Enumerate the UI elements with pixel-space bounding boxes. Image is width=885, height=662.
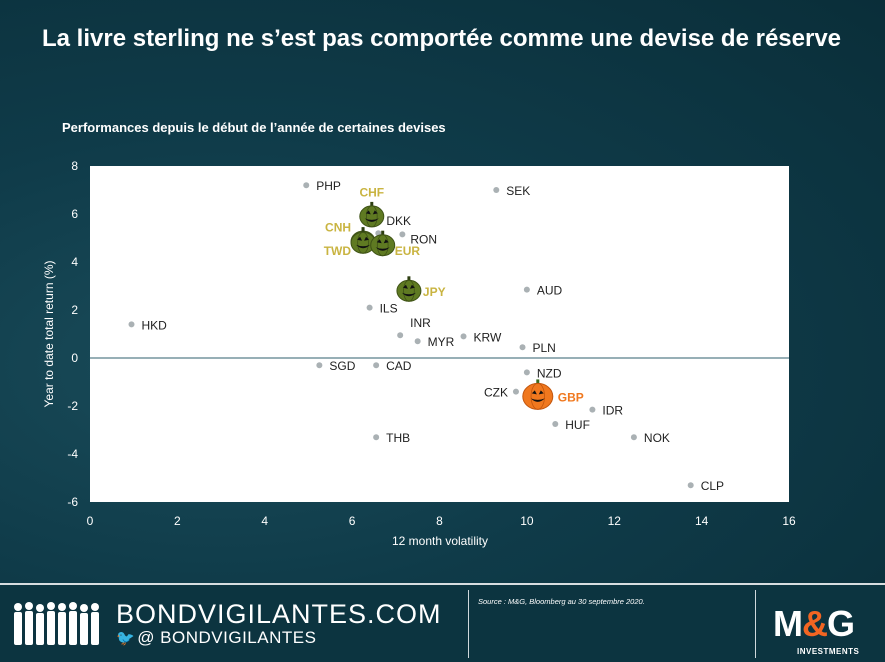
x-tick-label: 0 <box>87 514 94 528</box>
y-tick-label: 4 <box>71 255 78 269</box>
data-point <box>397 332 404 339</box>
data-point <box>414 338 421 345</box>
footer-divider <box>755 590 756 658</box>
y-tick-label: 2 <box>71 303 78 317</box>
point-label: NZD <box>537 366 562 380</box>
point-label: EUR <box>395 244 421 258</box>
point-label: CAD <box>386 359 412 373</box>
point-label: CLP <box>701 479 724 493</box>
point-label: TWD <box>324 244 352 258</box>
data-point <box>630 434 637 441</box>
twitter-handle[interactable]: 🐦 @ BONDVIGILANTES <box>116 628 316 648</box>
point-label: NOK <box>644 431 670 445</box>
twitter-bird-icon: 🐦 <box>116 630 136 647</box>
data-point <box>523 369 530 376</box>
point-label: THB <box>386 431 410 445</box>
data-point <box>687 482 694 489</box>
data-point <box>523 286 530 293</box>
y-tick-label: -6 <box>67 495 78 509</box>
brand-name[interactable]: BONDVIGILANTES.COM <box>116 599 442 629</box>
data-point <box>366 304 373 311</box>
data-point <box>303 182 310 189</box>
data-point <box>493 187 500 193</box>
footer-divider <box>468 590 469 658</box>
point-label: GBP <box>558 390 584 404</box>
point-label: SEK <box>506 184 530 198</box>
point-label: CHF <box>359 185 384 199</box>
x-tick-label: 4 <box>261 514 268 528</box>
y-axis-label: Year to date total return (%) <box>42 261 56 408</box>
x-tick-label: 12 <box>608 514 622 528</box>
y-tick-label: 0 <box>71 351 78 365</box>
data-point <box>552 421 559 427</box>
logo-amp: & <box>802 603 828 644</box>
data-point <box>373 362 380 369</box>
chart-subtitle: Performances depuis le début de l’année … <box>62 120 446 135</box>
data-point <box>399 231 406 238</box>
logo-investments: INVESTMENTS <box>797 647 860 656</box>
point-label: HUF <box>565 418 590 432</box>
x-tick-label: 16 <box>782 514 796 528</box>
pumpkin-marker-chf <box>359 201 385 228</box>
point-label: MYR <box>428 335 455 349</box>
handle-text: @ BONDVIGILANTES <box>137 628 317 647</box>
mg-logo: M&G <box>773 603 855 645</box>
x-tick-label: 8 <box>436 514 443 528</box>
y-tick-label: -4 <box>67 447 78 461</box>
point-label: RON <box>410 232 437 246</box>
point-label: DKK <box>386 214 411 228</box>
y-tick-label: 8 <box>71 159 78 173</box>
point-label: CNH <box>325 221 351 235</box>
data-point <box>316 362 323 369</box>
point-label: ILS <box>380 302 398 316</box>
pumpkin-marker-twd <box>350 228 376 254</box>
data-point <box>128 321 135 328</box>
plot-area <box>90 166 789 502</box>
point-label: KRW <box>474 330 502 344</box>
data-point <box>519 344 526 351</box>
logo-g: G <box>827 603 855 644</box>
page-title: La livre sterling ne s’est pas comportée… <box>42 25 842 52</box>
point-label: PLN <box>533 341 556 355</box>
point-label: PHP <box>316 179 341 193</box>
point-label: INR <box>410 316 431 330</box>
footer: BONDVIGILANTES.COM 🐦 @ BONDVIGILANTES Sou… <box>0 583 885 662</box>
point-label: JPY <box>423 285 446 299</box>
data-point <box>460 333 467 340</box>
point-label: CZK <box>484 386 508 400</box>
pumpkin-marker-gbp <box>522 379 554 410</box>
data-point <box>589 406 596 413</box>
point-label: IDR <box>602 404 623 418</box>
people-silhouettes-icon <box>14 602 99 645</box>
x-axis-label: 12 month volatility <box>392 534 488 548</box>
pumpkin-marker-eur <box>370 230 396 257</box>
logo-m: M <box>773 603 803 644</box>
x-tick-label: 6 <box>349 514 356 528</box>
point-label: SGD <box>329 359 355 373</box>
source-note: Source : M&G, Bloomberg au 30 septembre … <box>478 597 645 606</box>
x-tick-label: 2 <box>174 514 181 528</box>
point-label: HKD <box>142 318 168 332</box>
pumpkin-marker-jpy <box>396 276 422 302</box>
data-point <box>373 434 380 441</box>
y-tick-label: -2 <box>67 399 78 413</box>
scatter-chart: 0 2 4 6 8 10 12 14 16 -6 -4 -2 0 2 4 6 8 PHP SEK CHF DKK CNH… <box>42 159 796 548</box>
data-point <box>512 388 519 395</box>
y-tick-label: 6 <box>71 207 78 221</box>
point-label: AUD <box>537 284 563 298</box>
x-tick-label: 10 <box>520 514 534 528</box>
x-tick-label: 14 <box>695 514 709 528</box>
